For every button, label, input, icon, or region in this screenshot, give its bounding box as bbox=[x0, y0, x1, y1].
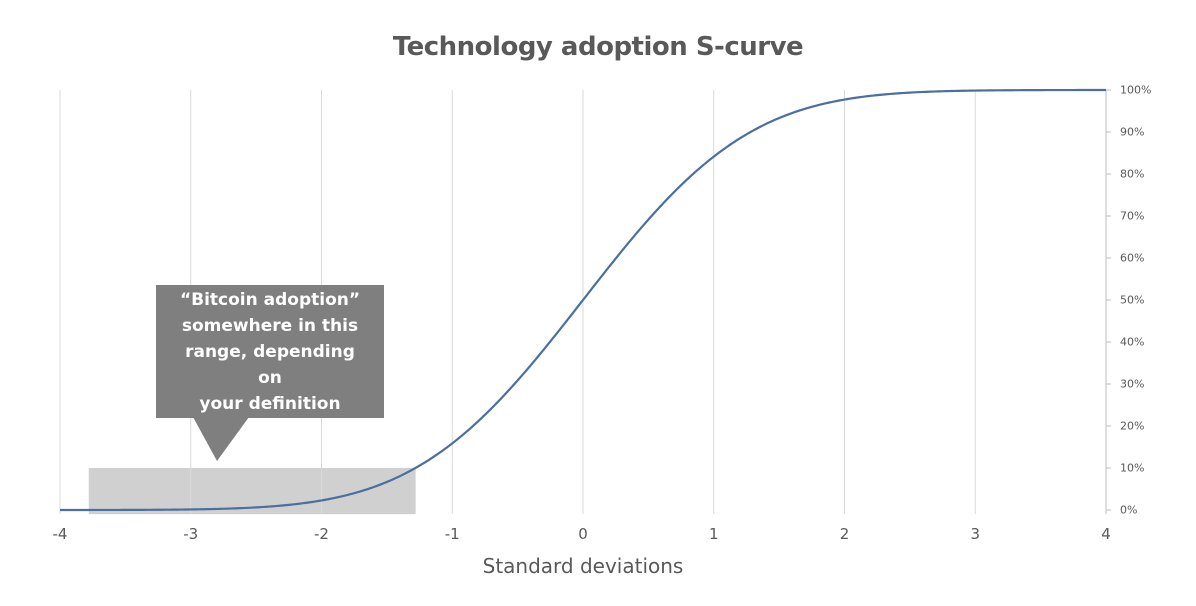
y-tick-label: 20% bbox=[1120, 419, 1145, 433]
y-tick-label: 10% bbox=[1120, 461, 1145, 475]
y-axis bbox=[1105, 89, 1111, 514]
x-tick-label: 4 bbox=[1101, 525, 1111, 543]
x-tick-label: -2 bbox=[314, 525, 329, 543]
x-tick-label: 2 bbox=[839, 525, 850, 543]
x-axis-label: Standard deviations bbox=[482, 554, 684, 578]
x-tick-label: 1 bbox=[708, 525, 719, 543]
callout-line-2: somewhere in this bbox=[181, 315, 359, 336]
x-tick-label: 3 bbox=[970, 525, 981, 543]
y-tick-label: 40% bbox=[1120, 335, 1145, 349]
y-tick-label: 50% bbox=[1120, 293, 1145, 307]
chart-title: Technology adoption S-curve bbox=[392, 32, 804, 62]
s-curve-line bbox=[60, 88, 1106, 512]
callout-line-4: your definition bbox=[199, 393, 341, 414]
y-tick-label: 90% bbox=[1120, 125, 1145, 139]
callout-line-3: range, depending on bbox=[185, 341, 355, 388]
y-tick-label: 100% bbox=[1120, 83, 1152, 97]
y-tick-label: 60% bbox=[1120, 251, 1145, 265]
y-tick-label: 30% bbox=[1120, 377, 1145, 391]
x-tick-label: 0 bbox=[578, 525, 588, 543]
callout-line-1: “Bitcoin adoption” bbox=[179, 289, 361, 310]
y-tick-label: 70% bbox=[1120, 209, 1145, 223]
y-tick-label: 0% bbox=[1120, 503, 1138, 517]
x-tick-label: -1 bbox=[444, 525, 460, 543]
x-tick-label: -3 bbox=[183, 525, 199, 543]
annotation-callout: “Bitcoin adoption” somewhere in this ran… bbox=[156, 285, 384, 418]
callout-pointer bbox=[193, 417, 249, 461]
y-tick-label: 80% bbox=[1120, 167, 1145, 181]
x-tick-label: -4 bbox=[52, 525, 68, 543]
